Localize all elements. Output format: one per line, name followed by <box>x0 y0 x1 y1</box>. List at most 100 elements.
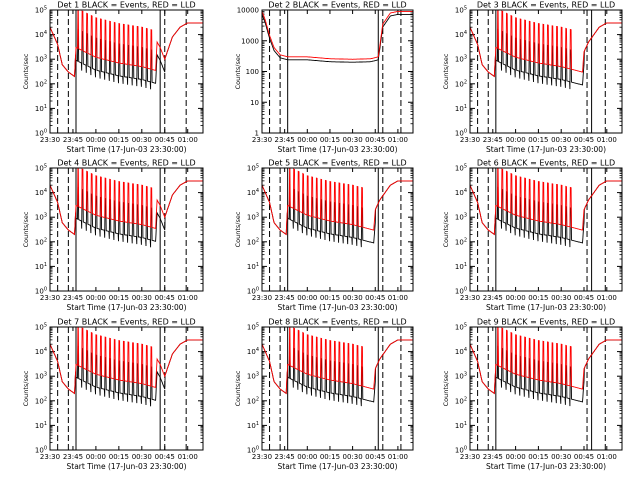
y-tick-label: 103 <box>455 55 467 64</box>
x-tick-label: 23:45 <box>63 453 83 461</box>
y-tick-label: 100 <box>455 446 467 455</box>
x-tick-label: 23:30 <box>252 294 272 302</box>
y-tick-label: 102 <box>455 237 467 246</box>
x-tick-label: 00:15 <box>109 136 129 144</box>
y-tick-label: 100 <box>455 287 467 296</box>
x-tick-label: 23:30 <box>40 453 60 461</box>
x-tick-label: 00:30 <box>132 294 152 302</box>
y-tick-label: 104 <box>35 30 47 39</box>
x-tick-label: 23:45 <box>483 136 503 144</box>
plot-frame <box>261 9 414 134</box>
panel-title: Det 1 BLACK = Events, RED = LLD <box>57 1 195 10</box>
x-tick-label: 00:15 <box>528 453 548 461</box>
x-tick-label: 00:45 <box>365 136 385 144</box>
events-series-line <box>50 22 203 90</box>
y-tick-label: 105 <box>455 323 467 332</box>
x-tick-label: 00:30 <box>551 136 571 144</box>
panel-det-9: Det 9 BLACK = Events, RED = LLD Counts/se… <box>442 318 623 471</box>
panel-det-5: Det 5 BLACK = Events, RED = LLD Counts/se… <box>234 159 414 312</box>
x-tick-label: 00:30 <box>551 453 571 461</box>
events-series-line <box>50 339 203 407</box>
x-tick-label: 23:30 <box>460 453 480 461</box>
x-tick-label: 23:30 <box>252 136 272 144</box>
x-tick-label: 00:15 <box>109 294 129 302</box>
panel-title: Det 8 BLACK = Events, RED = LLD <box>268 318 406 327</box>
x-tick-label: 23:45 <box>275 453 295 461</box>
x-tick-label: 00:00 <box>297 453 317 461</box>
x-tick-label: 00:15 <box>528 136 548 144</box>
panel-title: Det 6 BLACK = Events, RED = LLD <box>477 159 615 168</box>
x-tick-label: 23:45 <box>63 294 83 302</box>
x-axis-label: Start Time (17-Jun-03 23:30:00) <box>278 462 398 471</box>
y-tick-label: 101 <box>455 262 467 271</box>
y-tick-label: 105 <box>35 6 47 15</box>
x-tick-label: 00:45 <box>365 453 385 461</box>
x-tick-label: 23:30 <box>252 453 272 461</box>
plot-frame <box>261 167 414 292</box>
x-tick-label: 00:00 <box>86 136 106 144</box>
y-tick-label: 103 <box>455 213 467 222</box>
panel-title: Det 7 BLACK = Events, RED = LLD <box>57 318 195 327</box>
panel-title: Det 3 BLACK = Events, RED = LLD <box>477 1 615 10</box>
panel-title: Det 2 BLACK = Events, RED = LLD <box>268 1 406 10</box>
x-tick-label: 00:15 <box>320 294 340 302</box>
y-tick-label: 103 <box>247 372 259 381</box>
y-tick-label: 102 <box>35 237 47 246</box>
x-tick-label: 00:00 <box>297 294 317 302</box>
panel-title: Det 4 BLACK = Events, RED = LLD <box>57 159 195 168</box>
plot-frame <box>49 9 204 134</box>
y-axis-label: Counts/sec <box>234 211 242 247</box>
events-series-line <box>50 180 203 248</box>
y-tick-label: 103 <box>35 372 47 381</box>
y-axis-label: Counts/sec <box>22 370 30 406</box>
x-tick-label: 00:45 <box>574 453 594 461</box>
panel-det-3: Det 3 BLACK = Events, RED = LLD Counts/se… <box>442 1 623 154</box>
x-tick-label: 23:30 <box>40 136 60 144</box>
y-tick-label: 103 <box>35 213 47 222</box>
y-tick-label: 104 <box>35 188 47 197</box>
panel-det-7: Det 7 BLACK = Events, RED = LLD Counts/se… <box>22 318 204 471</box>
events-series-line <box>470 180 622 248</box>
x-tick-label: 00:00 <box>506 453 526 461</box>
x-tick-label: 00:30 <box>132 453 152 461</box>
y-tick-label: 102 <box>455 396 467 405</box>
y-tick-label: 101 <box>455 421 467 430</box>
y-axis-label: Counts/sec <box>234 370 242 406</box>
y-tick-label: 1000 <box>241 37 259 45</box>
x-axis-label: Start Time (17-Jun-03 23:30:00) <box>278 145 398 154</box>
y-tick-label: 105 <box>455 6 467 15</box>
lld-series-line <box>262 168 413 236</box>
events-series-line <box>262 339 413 407</box>
y-tick-label: 100 <box>247 446 259 455</box>
x-tick-label: 23:45 <box>63 136 83 144</box>
x-tick-label: 23:30 <box>40 294 60 302</box>
x-tick-label: 00:00 <box>297 136 317 144</box>
y-axis-label: Counts/sec <box>442 211 450 247</box>
x-tick-label: 00:00 <box>506 136 526 144</box>
y-tick-label: 105 <box>247 323 259 332</box>
y-tick-label: 100 <box>247 287 259 296</box>
panel-title: Det 9 BLACK = Events, RED = LLD <box>477 318 615 327</box>
panel-det-1: Det 1 BLACK = Events, RED = LLD Counts/se… <box>22 1 204 154</box>
events-series-line <box>262 13 413 63</box>
y-tick-label: 101 <box>35 262 47 271</box>
x-tick-label: 00:45 <box>155 294 175 302</box>
y-tick-label: 103 <box>35 55 47 64</box>
y-tick-label: 105 <box>455 164 467 173</box>
x-tick-label: 23:45 <box>275 294 295 302</box>
y-tick-label: 102 <box>35 396 47 405</box>
x-tick-label: 01:00 <box>178 294 198 302</box>
y-tick-label: 102 <box>35 79 47 88</box>
x-tick-label: 00:15 <box>109 453 129 461</box>
y-tick-label: 103 <box>247 213 259 222</box>
plot-frame <box>49 326 204 451</box>
y-axis-label: Counts/sec <box>22 53 30 89</box>
x-tick-label: 00:30 <box>343 136 363 144</box>
x-axis-label: Start Time (17-Jun-03 23:30:00) <box>486 145 606 154</box>
y-axis-label: Counts/sec <box>22 211 30 247</box>
x-tick-label: 01:00 <box>388 136 408 144</box>
x-tick-label: 01:00 <box>178 453 198 461</box>
y-tick-label: 104 <box>247 347 259 356</box>
x-axis-label: Start Time (17-Jun-03 23:30:00) <box>278 303 398 312</box>
